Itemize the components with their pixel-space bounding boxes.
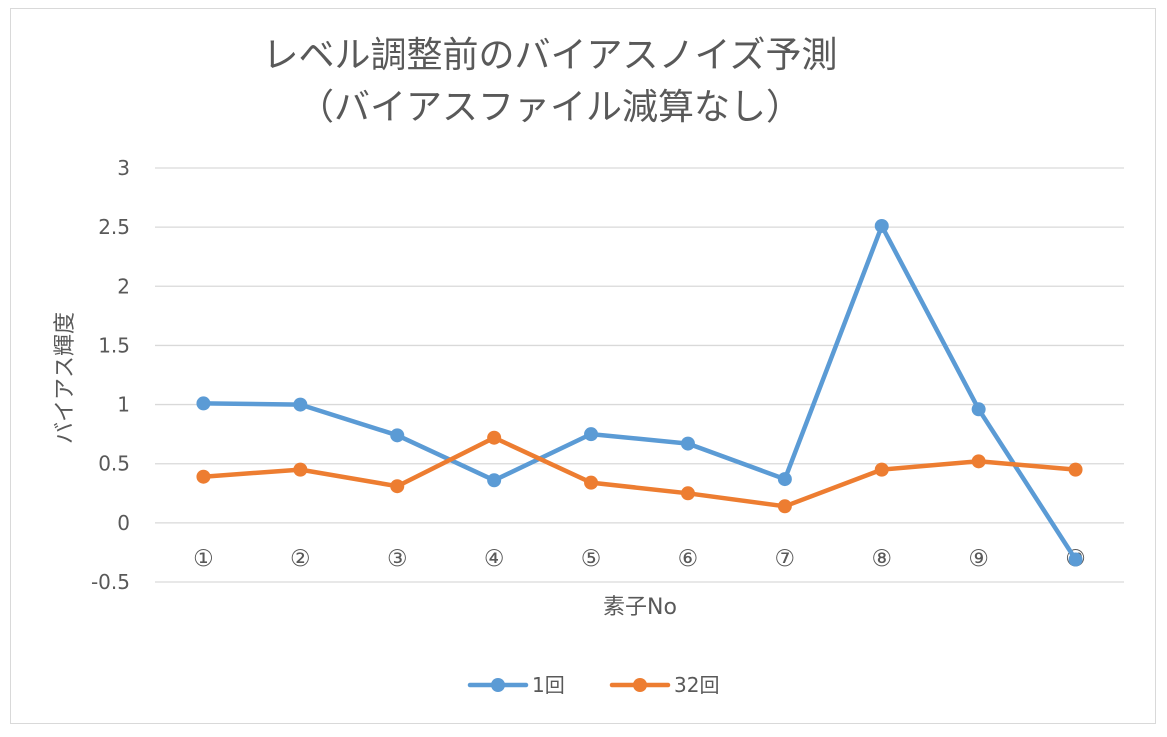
y-tick-label: 2 xyxy=(117,274,130,298)
x-tick-label: ⑧ xyxy=(871,546,892,572)
data-point xyxy=(196,396,211,411)
data-point xyxy=(971,402,986,417)
legend-label: 32回 xyxy=(674,673,719,697)
data-point xyxy=(874,218,889,233)
y-axis-label: バイアス輝度 xyxy=(53,312,78,444)
y-tick-label: 1 xyxy=(117,393,130,417)
data-point xyxy=(196,469,211,484)
chart-title-line1: レベル調整前のバイアスノイズ予測 xyxy=(262,35,838,76)
legend-label: 1回 xyxy=(532,673,565,697)
data-point xyxy=(487,430,502,445)
data-point xyxy=(487,473,502,488)
chart-title-line2: （バイアスファイル減算なし） xyxy=(297,87,802,128)
y-tick-label: 3 xyxy=(117,156,130,180)
series-line-1 xyxy=(201,223,1078,562)
data-point xyxy=(680,436,695,451)
series-line-2 xyxy=(201,435,1078,509)
data-point xyxy=(1068,552,1083,567)
data-point xyxy=(971,454,986,469)
y-axis-ticks: -0.5 0 0.5 1 1.5 2 2.5 3 xyxy=(91,156,130,594)
x-tick-label: ① xyxy=(193,546,214,572)
gridlines xyxy=(155,167,1124,583)
data-point xyxy=(777,472,792,487)
legend-marker xyxy=(633,678,647,692)
chart-frame xyxy=(10,8,1156,724)
data-point xyxy=(777,499,792,514)
data-point xyxy=(293,397,308,412)
data-point xyxy=(680,486,695,501)
legend-marker xyxy=(491,678,505,692)
data-point xyxy=(584,475,599,490)
y-tick-label: 0.5 xyxy=(98,452,130,476)
y-tick-label: 0 xyxy=(117,511,130,535)
x-tick-label: ⑤ xyxy=(581,546,602,572)
data-point xyxy=(874,462,889,477)
x-tick-label: ⑥ xyxy=(678,546,699,572)
data-point xyxy=(1068,462,1083,477)
x-tick-label: ③ xyxy=(387,546,408,572)
y-tick-label: 2.5 xyxy=(98,215,130,239)
data-point xyxy=(584,427,599,442)
series-lines xyxy=(201,223,1078,562)
y-tick-label: 1.5 xyxy=(98,333,130,357)
x-axis-label: 素子No xyxy=(603,595,677,620)
chart-title: レベル調整前のバイアスノイズ予測 （バイアスファイル減算なし） xyxy=(0,30,1100,134)
series-points xyxy=(196,218,1083,567)
y-tick-label: -0.5 xyxy=(91,570,130,594)
data-point xyxy=(293,462,308,477)
x-tick-label: ④ xyxy=(484,546,505,572)
x-tick-label: ⑦ xyxy=(775,546,796,572)
x-axis-ticks: ①②③④⑤⑥⑦⑧⑨⑩ xyxy=(193,546,1086,572)
data-point xyxy=(390,479,405,494)
data-point xyxy=(390,428,405,443)
x-tick-label: ② xyxy=(290,546,311,572)
x-tick-label: ⑨ xyxy=(968,546,989,572)
legend: 1回 32回 xyxy=(467,673,719,697)
